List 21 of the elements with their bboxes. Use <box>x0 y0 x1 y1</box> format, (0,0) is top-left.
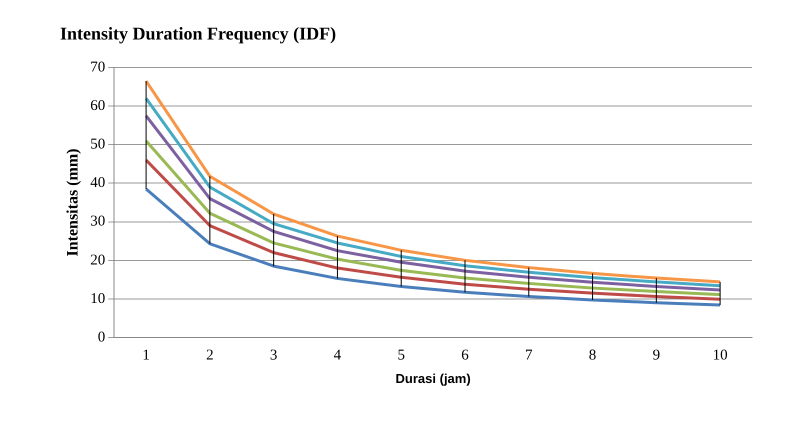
y-tick-label: 60 <box>90 98 106 114</box>
y-tick-label: 50 <box>90 136 106 153</box>
y-tick-label: 0 <box>98 329 106 346</box>
y-tick-label: 30 <box>90 214 106 230</box>
x-tick-label: 4 <box>334 347 342 364</box>
x-tick-label: 6 <box>461 347 470 364</box>
x-tick-label: 3 <box>270 347 278 364</box>
y-tick-label: 40 <box>90 175 106 192</box>
x-tick-label: 5 <box>397 347 405 364</box>
y-tick-label: 70 <box>90 60 106 76</box>
x-tick-label: 8 <box>588 347 596 364</box>
y-tick-label: 20 <box>90 252 106 268</box>
x-axis-title: Durasi (jam) <box>396 370 471 386</box>
y-axis-title: Intensitas (mm) <box>64 148 82 256</box>
x-tick-label: 1 <box>142 347 150 364</box>
x-tick-label: 2 <box>206 347 214 364</box>
x-tick-label: 10 <box>712 347 728 364</box>
x-tick-label: 7 <box>525 347 534 364</box>
chart-title: Intensity Duration Frequency (IDF) <box>60 23 336 44</box>
x-tick-label: 9 <box>652 347 660 364</box>
y-tick-label: 10 <box>90 290 106 307</box>
